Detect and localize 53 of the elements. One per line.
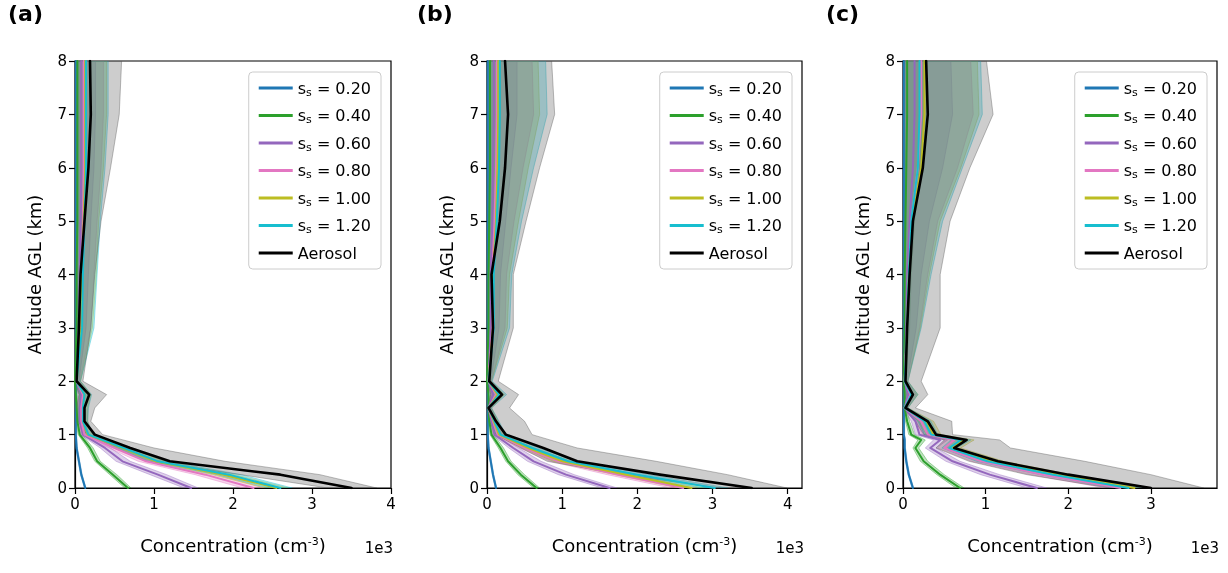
y-tick-label: 0 xyxy=(885,479,895,497)
y-tick-label: 0 xyxy=(57,479,67,497)
x-tick-label: 0 xyxy=(70,494,80,513)
y-tick-label: 4 xyxy=(469,265,479,284)
x-tick-label: 1 xyxy=(557,494,567,513)
y-tick-label: 7 xyxy=(885,105,895,124)
y-tick-label: 3 xyxy=(469,318,479,337)
y-tick-label: 8 xyxy=(57,52,67,70)
x-tick-label: 3 xyxy=(1146,494,1156,513)
y-tick-label: 1 xyxy=(57,425,67,444)
y-tick-label: 5 xyxy=(469,212,479,231)
chart-title: (b) xyxy=(417,0,453,26)
x-tick-label: 2 xyxy=(228,494,238,513)
y-tick-label: 5 xyxy=(57,212,67,231)
y-tick-label: 8 xyxy=(469,52,479,70)
y-tick-label: 6 xyxy=(469,158,479,177)
text: 1e3 xyxy=(364,538,394,557)
y-tick-label: 3 xyxy=(885,318,895,337)
x-tick-label: 2 xyxy=(632,494,643,513)
y-tick-label: 6 xyxy=(57,158,67,177)
y-tick-label: 4 xyxy=(57,265,67,284)
y-tick-label: 7 xyxy=(57,105,67,124)
y-tick-label: 1 xyxy=(469,425,479,444)
y-tick-label: 4 xyxy=(885,265,895,284)
x-tick-label: 2 xyxy=(1063,494,1074,513)
legend-label: Aerosol xyxy=(297,243,357,263)
y-tick-label: 2 xyxy=(57,372,67,391)
y-tick-label: 5 xyxy=(885,212,895,231)
text: 1e3 xyxy=(775,538,805,557)
y-tick-label: 2 xyxy=(469,372,479,391)
y-axis-title: Altitude AGL (km) xyxy=(851,194,873,355)
legend-label: Aerosol xyxy=(1123,243,1183,263)
x-tick-label: 1 xyxy=(980,494,991,513)
y-tick-label: 6 xyxy=(885,158,895,177)
y-tick-label: 0 xyxy=(469,479,479,497)
text: 1e3 xyxy=(1190,538,1220,557)
y-tick-label: 1 xyxy=(885,425,895,444)
legend-label: Aerosol xyxy=(708,243,768,263)
x-tick-label: 0 xyxy=(482,494,492,513)
y-tick-label: 7 xyxy=(469,105,479,124)
y-axis-title: Altitude AGL (km) xyxy=(23,194,45,355)
y-tick-label: 2 xyxy=(885,372,895,391)
y-tick-label: 8 xyxy=(885,52,895,70)
x-tick-label: 1 xyxy=(149,494,159,513)
x-tick-label: 0 xyxy=(898,494,908,513)
x-tick-label: 3 xyxy=(707,494,718,513)
x-tick-label: 3 xyxy=(307,494,317,513)
chart-title: (a) xyxy=(8,0,43,26)
chart-title: (c) xyxy=(826,0,860,26)
y-axis-title: Altitude AGL (km) xyxy=(435,194,457,355)
x-tick-label: 4 xyxy=(386,494,396,513)
x-tick-label: 4 xyxy=(782,494,793,513)
y-tick-label: 3 xyxy=(57,318,67,337)
